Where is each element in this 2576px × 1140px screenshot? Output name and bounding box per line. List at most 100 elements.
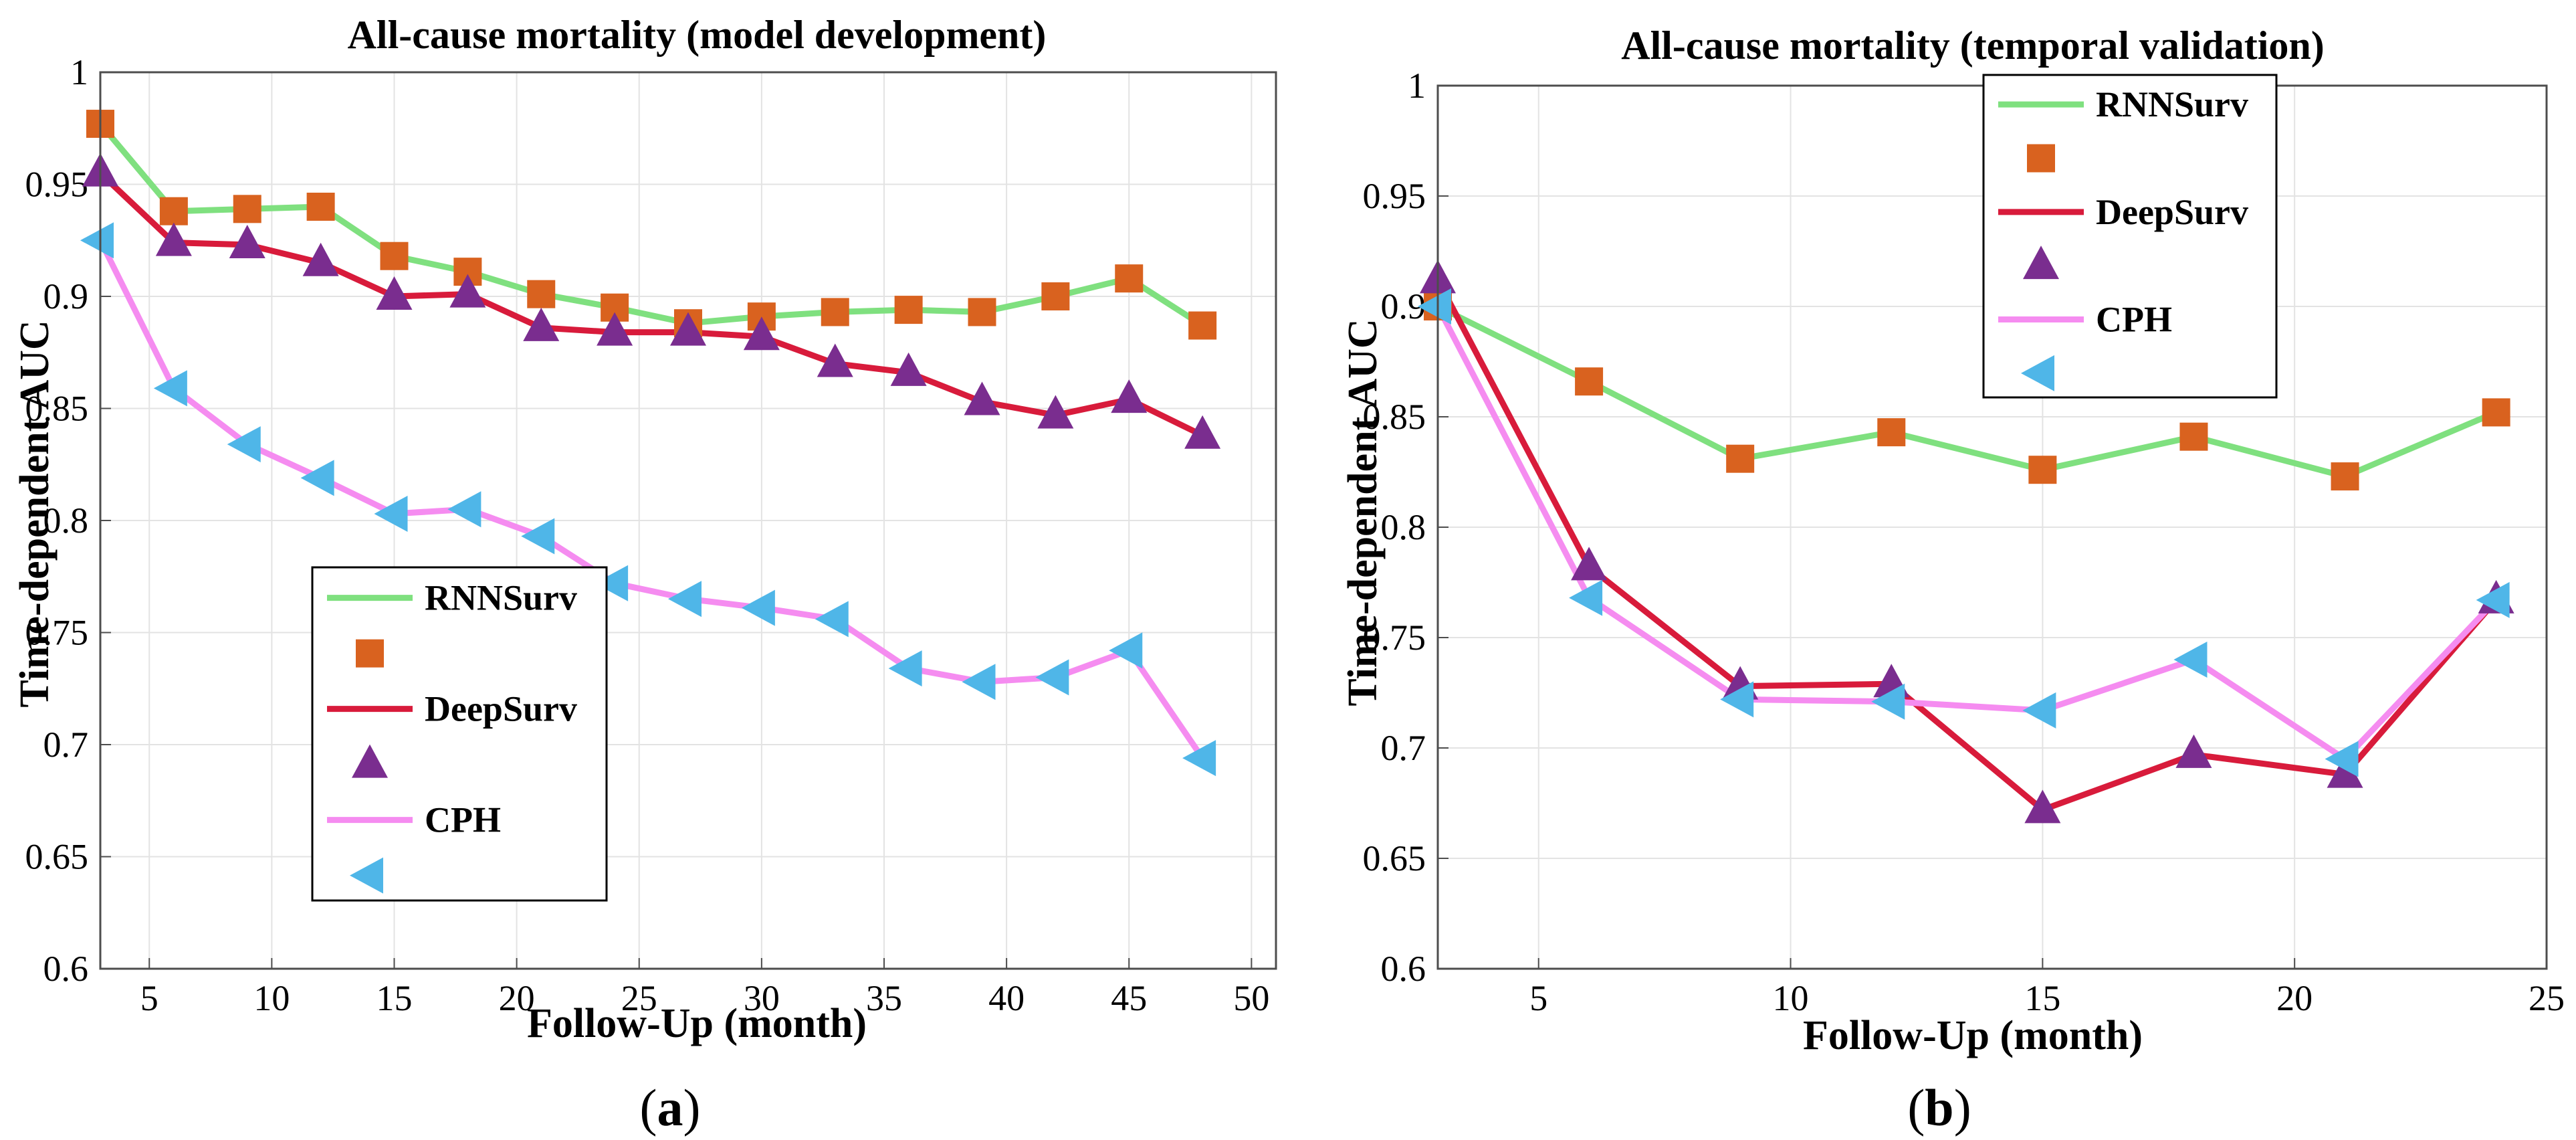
x-tick-label: 20 (499, 978, 535, 1018)
legend-label-deepsurv: DeepSurv (2096, 192, 2248, 232)
data-point-cph (741, 589, 775, 626)
data-point-rnnsurv (233, 195, 261, 223)
data-point-deepsurv (2024, 789, 2061, 824)
data-point-deepsurv (2175, 734, 2212, 768)
data-point-cph (447, 491, 481, 528)
data-point-cph (2476, 581, 2510, 618)
data-point-cph (153, 370, 187, 407)
data-point-deepsurv (155, 222, 192, 256)
panel-label-a-open: ( (640, 1078, 657, 1137)
legend-marker-deepsurv (2023, 246, 2059, 280)
series-line-deepsurv (97, 170, 1206, 439)
x-axis-label-a: Follow-Up (month) (527, 1001, 867, 1046)
data-point-rnnsurv (527, 280, 556, 308)
data-point-cph (300, 460, 334, 496)
series-line-cph (1434, 303, 2500, 762)
data-point-deepsurv (302, 242, 339, 276)
y-tick-label: 0.65 (25, 837, 89, 877)
data-point-rnnsurv (2179, 422, 2208, 451)
data-point-cph (1182, 740, 1216, 777)
y-tick-label: 0.9 (43, 276, 89, 316)
data-point-cph (1871, 683, 1905, 720)
x-axis-label-b: Follow-Up (month) (1803, 1013, 2143, 1058)
x-tick-label: 30 (744, 978, 780, 1018)
data-point-rnnsurv (1877, 418, 1906, 447)
data-point-cph (227, 426, 261, 463)
data-point-deepsurv (229, 224, 265, 258)
x-tick-label: 10 (1773, 978, 1809, 1018)
y-axis-label-a: Time-dependent AUC (12, 320, 58, 707)
data-point-cph (815, 601, 849, 638)
x-tick-label: 10 (253, 978, 290, 1018)
y-tick-label: 0.75 (25, 613, 89, 653)
data-point-cph (2022, 692, 2056, 729)
y-tick-label: 1 (70, 52, 88, 92)
data-point-deepsurv (890, 352, 927, 386)
y-tick-label: 0.8 (1381, 507, 1426, 547)
data-point-cph (1418, 288, 1451, 324)
series-b (1418, 260, 2514, 824)
y-tick-label: 0.85 (25, 389, 89, 429)
y-tick-label: 0.6 (1381, 949, 1426, 989)
data-point-cph (80, 222, 114, 259)
data-point-cph (2173, 642, 2208, 678)
data-point-deepsurv (376, 276, 413, 310)
panel-label-a-letter: a (657, 1078, 683, 1137)
data-point-cph (521, 518, 555, 555)
data-point-cph (1720, 681, 1754, 718)
data-point-rnnsurv (1575, 367, 1604, 396)
panel-label-b-letter: b (1925, 1078, 1953, 1137)
data-point-deepsurv (817, 343, 853, 377)
y-tick-label: 0.75 (1363, 618, 1426, 658)
data-point-deepsurv (597, 312, 633, 346)
legend-label-rnnsurv: RNNSurv (425, 578, 577, 618)
data-point-cph (2325, 741, 2359, 777)
y-tick-label: 1 (1408, 66, 1426, 106)
data-point-cph (1109, 632, 1143, 669)
x-tick-label: 40 (988, 978, 1025, 1018)
data-point-rnnsurv (306, 193, 335, 221)
legend-label-cph: CPH (2096, 300, 2172, 340)
data-point-deepsurv (670, 312, 706, 346)
x-tick-label: 45 (1111, 978, 1147, 1018)
data-point-rnnsurv (1726, 444, 1755, 473)
y-tick-label: 0.95 (1363, 176, 1426, 216)
data-point-rnnsurv (894, 296, 923, 324)
y-tick-label: 0.8 (43, 500, 89, 541)
data-point-rnnsurv (2331, 462, 2359, 491)
x-tick-label: 15 (377, 978, 413, 1018)
legend-label-deepsurv: DeepSurv (425, 689, 577, 729)
data-point-deepsurv (2327, 754, 2363, 788)
panel-label-a-close: ) (683, 1078, 701, 1137)
legend-box (311, 566, 608, 902)
data-point-cph (962, 664, 996, 700)
chart-panel-a: All-cause mortality (model development) … (12, 13, 1277, 1137)
data-point-rnnsurv (159, 197, 188, 225)
data-point-rnnsurv (380, 242, 409, 270)
x-tick-label: 5 (140, 978, 158, 1018)
x-tick-label: 5 (1529, 978, 1547, 1018)
data-point-rnnsurv (1115, 264, 1144, 293)
panel-label-b-close: ) (1954, 1078, 1971, 1137)
series-line-cph (97, 237, 1206, 761)
x-tick-label: 20 (2276, 978, 2313, 1018)
chart-title-a: All-cause mortality (model development) (348, 13, 1047, 57)
data-point-cph (595, 565, 629, 601)
data-point-deepsurv (964, 381, 1000, 415)
data-point-rnnsurv (821, 298, 849, 326)
data-point-cph (1569, 579, 1603, 616)
legend-label-rnnsurv: RNNSurv (2096, 84, 2248, 124)
plot-frame-a (99, 71, 1277, 970)
series-line-rnnsurv (97, 120, 1206, 328)
y-tick-label: 0.7 (43, 725, 89, 765)
legend-marker-cph (350, 857, 383, 894)
x-tick-label: 15 (2024, 978, 2060, 1018)
y-tick-label: 0.7 (1381, 728, 1426, 768)
legend-marker-deepsurv (352, 744, 388, 778)
panel-label-b: (b) (1907, 1078, 1971, 1137)
data-point-rnnsurv (2028, 456, 2057, 484)
y-tick-label: 0.95 (25, 165, 89, 205)
